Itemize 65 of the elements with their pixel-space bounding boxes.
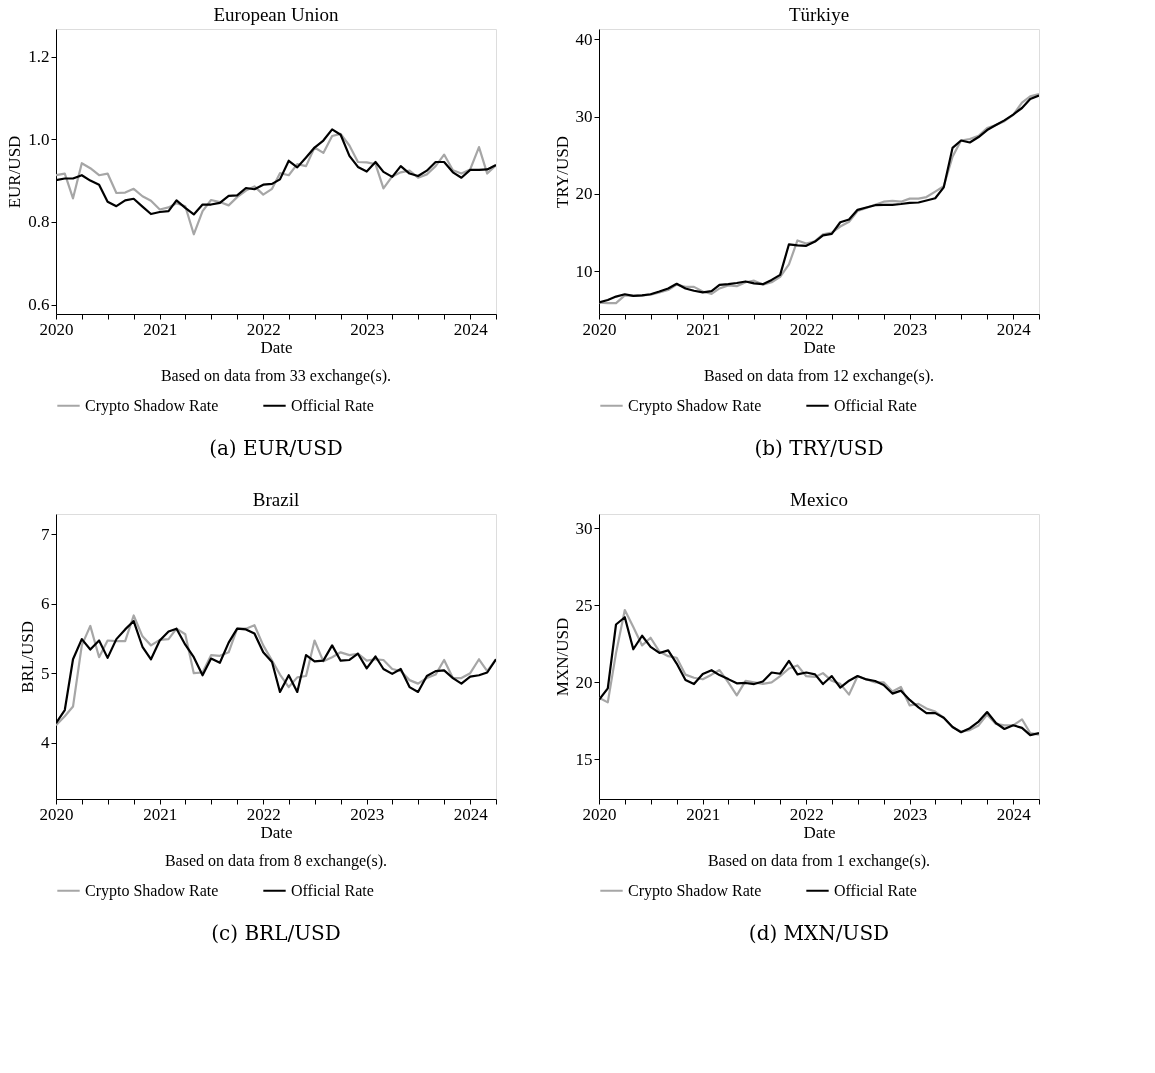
x-tick-label: 2020 — [39, 804, 74, 824]
x-tick-label: 2021 — [143, 319, 178, 339]
y-tick-label: 4 — [41, 733, 50, 753]
y-tick-label: 30 — [575, 518, 593, 538]
y-tick-label: 20 — [575, 184, 593, 204]
x-tick-label: 2024 — [996, 319, 1032, 339]
legend-label: Crypto Shadow Rate — [85, 396, 219, 415]
y-tick-label: 25 — [575, 595, 593, 615]
x-tick-label: 2023 — [350, 804, 385, 824]
y-tick-label: 5 — [41, 663, 50, 683]
line-series — [56, 132, 496, 236]
text: (c) BRL/USD — [211, 921, 341, 945]
x-tick-label: 2020 — [582, 804, 617, 824]
x-tick-label: 2022 — [246, 804, 281, 824]
text: (b) TRY/USD — [754, 436, 884, 460]
legend-label: Official Rate — [834, 881, 917, 899]
y-tick-label: 40 — [575, 29, 593, 49]
y-tick-label: 6 — [41, 594, 50, 614]
legend-label: Official Rate — [834, 396, 917, 414]
x-tick-label: 2021 — [686, 319, 721, 339]
y-tick-label: 0.6 — [28, 295, 50, 314]
legend-label: Crypto Shadow Rate — [628, 396, 762, 415]
x-tick-label: 2023 — [893, 804, 928, 824]
y-axis-title: BRL/USD — [18, 621, 37, 693]
legend-label: Crypto Shadow Rate — [85, 881, 219, 900]
y-tick-label: 20 — [575, 672, 593, 692]
x-tick-label: 2023 — [893, 319, 928, 339]
x-tick-label: 2024 — [996, 804, 1032, 824]
text: (a) EUR/USD — [209, 436, 343, 460]
x-tick-label: 2024 — [453, 319, 489, 339]
x-axis-title: Date — [260, 337, 293, 357]
y-axis-title: TRY/USD — [552, 136, 572, 208]
x-tick-label: 2020 — [582, 319, 617, 339]
chart-title: Mexico — [789, 489, 849, 510]
x-tick-label: 2022 — [789, 319, 824, 339]
text: Based on data from 1 exchange(s). — [707, 852, 931, 870]
x-tick-label: 2022 — [789, 804, 824, 824]
y-tick-label: 10 — [575, 261, 593, 281]
x-tick-label: 2021 — [143, 804, 178, 824]
chart-title: Türkiye — [788, 4, 850, 25]
y-axis-title: MXN/USD — [552, 617, 572, 697]
x-tick-label: 2021 — [686, 804, 721, 824]
x-tick-label: 2024 — [453, 804, 489, 824]
text: Based on data from 12 exchange(s). — [703, 367, 935, 385]
x-axis-title: Date — [803, 822, 836, 842]
text: Based on data from 33 exchange(s). — [160, 367, 392, 385]
x-tick-label: 2022 — [246, 319, 281, 339]
y-tick-label: 1.0 — [28, 129, 50, 149]
text: (d) MXN/USD — [748, 921, 890, 945]
legend-label: Crypto Shadow Rate — [628, 881, 762, 900]
y-tick-label: 30 — [575, 107, 593, 127]
chart-title: European Union — [213, 4, 340, 25]
legend-label: Official Rate — [291, 881, 374, 899]
x-tick-label: 2020 — [39, 319, 74, 339]
text: Based on data from 8 exchange(s). — [164, 852, 388, 870]
x-axis-title: Date — [803, 337, 836, 357]
y-tick-label: 0.8 — [28, 212, 50, 232]
x-axis-title: Date — [260, 822, 293, 842]
y-tick-label: 15 — [575, 749, 593, 769]
legend-label: Official Rate — [291, 396, 374, 414]
y-tick-label: 7 — [41, 524, 50, 544]
y-tick-label: 1.2 — [28, 47, 50, 67]
x-tick-label: 2023 — [350, 319, 385, 339]
chart-title: Brazil — [252, 489, 300, 510]
y-axis-title: EUR/USD — [5, 135, 25, 209]
